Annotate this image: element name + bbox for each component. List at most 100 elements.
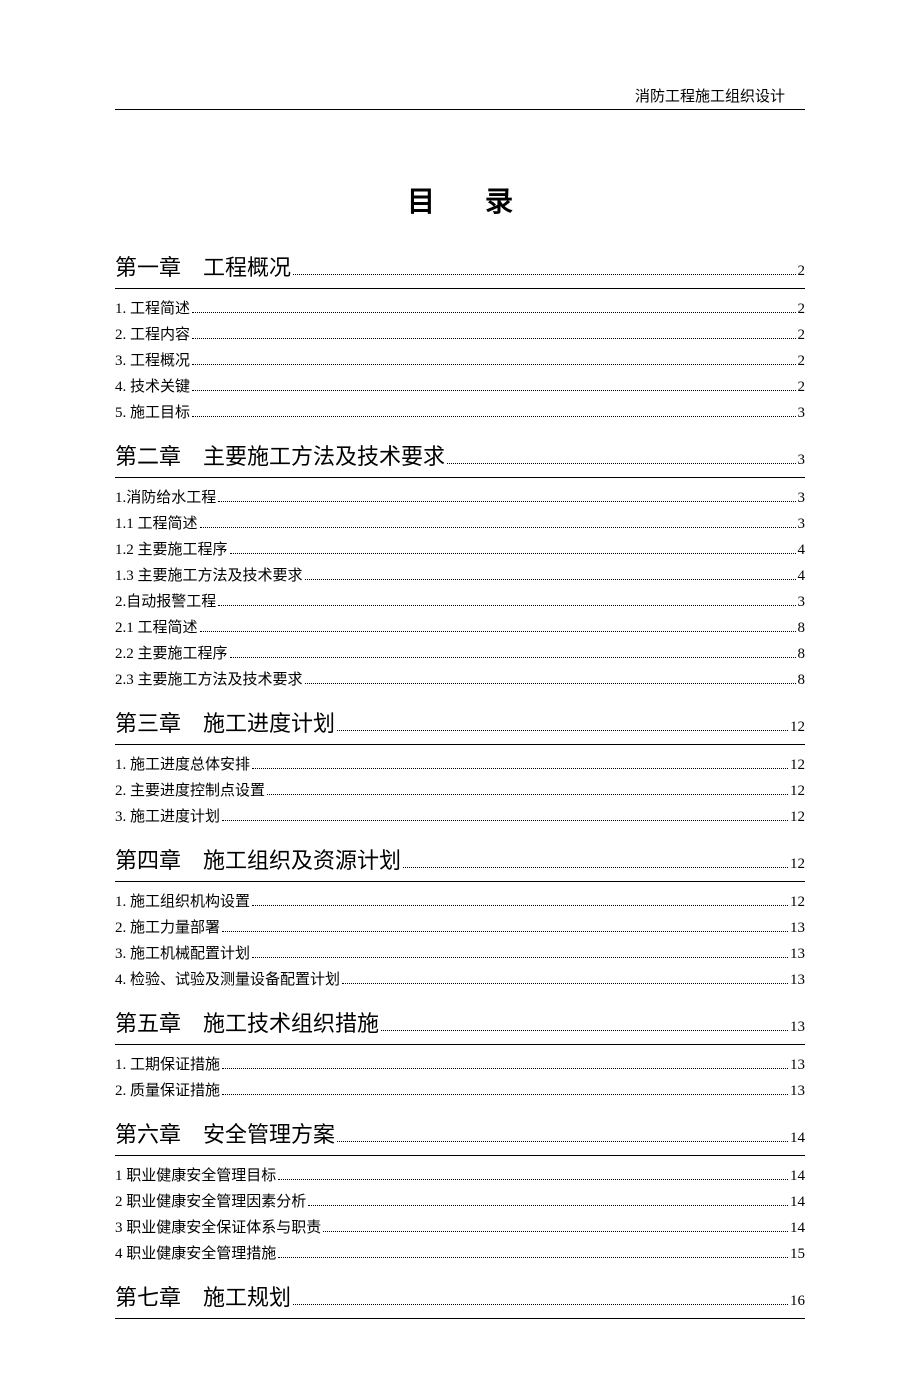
toc-entry-label: 1 职业健康安全管理目标 (115, 1164, 276, 1188)
leader-dots (342, 983, 788, 984)
chapter-row: 第三章施工进度计划 12 (115, 706, 805, 738)
toc-entry-label: 1. 工程简述 (115, 297, 190, 321)
toc-entry-row: 1. 工程简述 2 (115, 297, 805, 321)
toc-entry-label: 2. 施工力量部署 (115, 916, 220, 940)
chapter-title: 工程概况 (203, 250, 291, 282)
leader-dots (293, 274, 795, 275)
toc-entry-row: 2.2 主要施工程序 8 (115, 642, 805, 666)
chapter-title: 施工技术组织措施 (203, 1006, 379, 1038)
toc-entry-row: 2. 施工力量部署13 (115, 916, 805, 940)
chapter-page-number: 2 (798, 263, 806, 282)
leader-dots (267, 794, 788, 795)
toc-entry-label: 2.2 主要施工程序 (115, 642, 228, 666)
toc-entry-page-number: 12 (790, 779, 805, 803)
toc-entry-label: 4. 技术关键 (115, 375, 190, 399)
page-container: 消防工程施工组织设计 目录 第一章工程概况21. 工程简述22. 工程内容23.… (0, 0, 920, 1387)
toc-entry-page-number: 12 (790, 890, 805, 914)
leader-dots (192, 416, 795, 417)
toc-entry-label: 4 职业健康安全管理措施 (115, 1242, 276, 1266)
chapter-label: 第三章 (115, 706, 181, 738)
toc-entry-label: 2.3 主要施工方法及技术要求 (115, 668, 303, 692)
toc-entry-page-number: 2 (798, 323, 806, 347)
toc-entry-page-number: 4 (798, 564, 806, 588)
leader-dots (218, 605, 795, 606)
leader-dots (337, 1141, 788, 1142)
toc-entry-page-number: 8 (798, 668, 806, 692)
leader-dots (337, 730, 788, 731)
leader-dots (293, 1304, 788, 1305)
leader-dots (278, 1179, 788, 1180)
toc-entry-label: 3 职业健康安全保证体系与职责 (115, 1216, 321, 1240)
toc-entry-page-number: 8 (798, 642, 806, 666)
chapter-row: 第二章主要施工方法及技术要求3 (115, 439, 805, 471)
leader-dots (252, 768, 788, 769)
toc-entry-page-number: 14 (790, 1190, 805, 1214)
toc-entry-row: 2 职业健康安全管理因素分析14 (115, 1190, 805, 1214)
leader-dots (252, 957, 788, 958)
toc-entry-row: 1 职业健康安全管理目标14 (115, 1164, 805, 1188)
leader-dots (447, 463, 795, 464)
chapter-row: 第四章施工组织及资源计划12 (115, 843, 805, 875)
chapter-row: 第六章安全管理方案 14 (115, 1117, 805, 1149)
toc-entry-label: 1. 工期保证措施 (115, 1053, 220, 1077)
leader-dots (200, 527, 796, 528)
leader-dots (305, 579, 796, 580)
chapter-underline (115, 1155, 805, 1156)
toc-entry-page-number: 13 (790, 1079, 805, 1103)
toc-entry-label: 1.2 主要施工程序 (115, 538, 228, 562)
chapter-page-number: 12 (790, 719, 805, 738)
toc-entry-page-number: 12 (790, 805, 805, 829)
toc-entry-page-number: 2 (798, 349, 806, 373)
chapter-underline (115, 744, 805, 745)
chapter-underline (115, 477, 805, 478)
leader-dots (230, 553, 796, 554)
toc-entry-label: 1.3 主要施工方法及技术要求 (115, 564, 303, 588)
chapter-title: 施工规划 (203, 1280, 291, 1312)
leader-dots (192, 390, 795, 391)
toc-entry-row: 4. 检验、试验及测量设备配置计划13 (115, 968, 805, 992)
toc-body: 第一章工程概况21. 工程简述22. 工程内容23. 工程概况24. 技术关键2… (115, 250, 805, 1319)
toc-entry-page-number: 8 (798, 616, 806, 640)
toc-entry-page-number: 13 (790, 1053, 805, 1077)
toc-entry-label: 1. 施工进度总体安排 (115, 753, 250, 777)
toc-entry-label: 3. 施工机械配置计划 (115, 942, 250, 966)
chapter-label: 第七章 (115, 1280, 181, 1312)
toc-entry-row: 4 职业健康安全管理措施15 (115, 1242, 805, 1266)
leader-dots (192, 312, 795, 313)
chapter-label: 第二章 (115, 439, 181, 471)
leader-dots (222, 931, 788, 932)
leader-dots (218, 501, 795, 502)
chapter-title: 施工进度计划 (203, 706, 335, 738)
toc-entry-row: 2.自动报警工程3 (115, 590, 805, 614)
leader-dots (192, 364, 795, 365)
header-text: 消防工程施工组织设计 (115, 85, 805, 106)
leader-dots (192, 338, 795, 339)
toc-entry-row: 5. 施工目标3 (115, 401, 805, 425)
leader-dots (323, 1231, 788, 1232)
toc-entry-page-number: 3 (798, 486, 806, 510)
toc-entry-page-number: 12 (790, 753, 805, 777)
toc-entry-row: 2. 主要进度控制点设置12 (115, 779, 805, 803)
toc-entry-row: 3 职业健康安全保证体系与职责 14 (115, 1216, 805, 1240)
chapter-underline (115, 288, 805, 289)
toc-entry-row: 1.3 主要施工方法及技术要求 4 (115, 564, 805, 588)
toc-entry-label: 3. 工程概况 (115, 349, 190, 373)
chapter-page-number: 14 (790, 1130, 805, 1149)
toc-entry-row: 1.1 工程简述3 (115, 512, 805, 536)
chapter-label: 第六章 (115, 1117, 181, 1149)
chapter-title: 安全管理方案 (203, 1117, 335, 1149)
leader-dots (308, 1205, 788, 1206)
leader-dots (278, 1257, 788, 1258)
toc-entry-row: 4. 技术关键2 (115, 375, 805, 399)
toc-entry-row: 2.3 主要施工方法及技术要求 8 (115, 668, 805, 692)
leader-dots (200, 631, 796, 632)
toc-entry-page-number: 3 (798, 512, 806, 536)
toc-entry-page-number: 2 (798, 297, 806, 321)
toc-entry-row: 1. 工期保证措施 13 (115, 1053, 805, 1077)
chapter-row: 第七章施工规划16 (115, 1280, 805, 1312)
chapter-title: 主要施工方法及技术要求 (203, 439, 445, 471)
toc-entry-label: 2. 质量保证措施 (115, 1079, 220, 1103)
toc-entry-page-number: 14 (790, 1216, 805, 1240)
chapter-underline (115, 1044, 805, 1045)
leader-dots (403, 867, 788, 868)
